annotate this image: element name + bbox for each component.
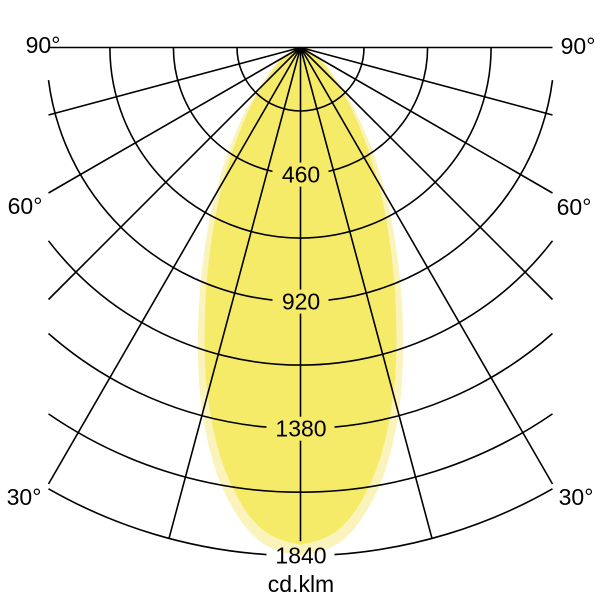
grid-arc-1380 [47, 332, 267, 428]
radial-line-75deg [300, 46, 553, 116]
ring-value-label-920: 920 [282, 289, 320, 315]
angle-label-right-90: 90° [561, 33, 596, 59]
grid-arc-1150 [47, 240, 554, 366]
angle-label-right-30: 30° [559, 484, 594, 510]
unit-label: cd.klm [268, 571, 334, 597]
beam-main-lobe [204, 47, 397, 545]
grid-arc-460 [172, 47, 273, 173]
grid-arc-920 [47, 79, 273, 301]
radial-line-60deg [300, 46, 553, 194]
grid-arc-1840 [334, 488, 553, 556]
grid-arc-230 [236, 47, 365, 112]
radial-line--60deg [48, 46, 301, 194]
grid-arc-690 [109, 47, 492, 239]
polar-grid [47, 46, 554, 556]
angle-label-left-60: 60° [8, 193, 43, 219]
grid-arc-920 [328, 79, 554, 301]
grid-arc-460 [328, 47, 429, 173]
grid-arc-1840 [48, 488, 267, 556]
angle-label-left-30: 30° [7, 484, 42, 510]
radial-line--45deg [47, 46, 302, 301]
radial-line--30deg [47, 47, 302, 485]
angle-label-right-60: 60° [557, 194, 592, 220]
radial-line-30deg [299, 47, 554, 485]
radial-line--75deg [48, 46, 301, 116]
ring-value-label-460: 460 [282, 162, 320, 188]
grid-arc-1610 [48, 413, 553, 493]
beam-lobes [197, 47, 404, 556]
angle-label-left-90: 90° [26, 32, 61, 58]
radial-line-45deg [299, 46, 554, 301]
ring-value-label-1840: 1840 [275, 543, 326, 569]
grid-arc-1380 [334, 332, 554, 428]
ring-value-label-1380: 1380 [275, 416, 326, 442]
